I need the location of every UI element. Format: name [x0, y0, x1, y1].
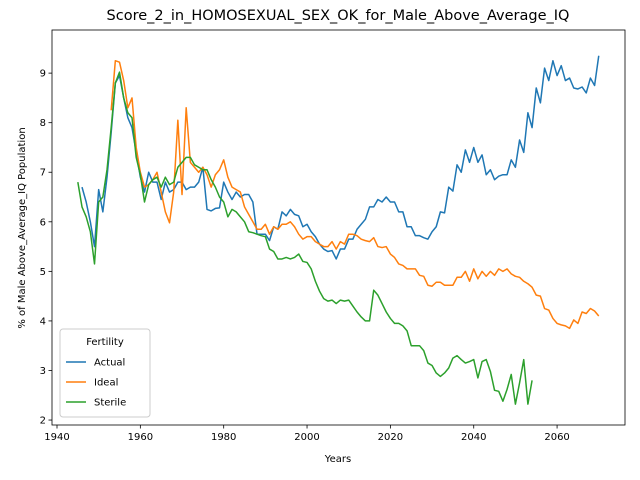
x-tick-label: 1960	[128, 432, 153, 443]
series-line	[81, 55, 600, 260]
legend-label: Actual	[94, 358, 125, 369]
x-tick-label: 1980	[211, 432, 236, 443]
chart-title: Score_2_in_HOMOSEXUAL_SEX_OK_for_Male_Ab…	[107, 8, 570, 24]
x-tick-label: 1940	[44, 432, 69, 443]
y-tick-label: 8	[40, 118, 46, 129]
y-tick-label: 5	[40, 267, 46, 278]
legend-title: Fertility	[86, 337, 124, 348]
series-line	[77, 71, 533, 405]
legend: Fertility Actual Ideal Sterile	[59, 328, 151, 418]
y-tick-label: 2	[40, 416, 46, 427]
axes-frame	[51, 29, 626, 426]
y-axis-label: % of Male Above_Average_IQ Population	[17, 127, 28, 328]
series-line	[110, 59, 600, 330]
y-tick-label: 6	[40, 217, 46, 228]
y-tick-label: 4	[40, 316, 46, 327]
x-axis-label: Years	[324, 454, 351, 465]
y-tick-label: 3	[40, 366, 46, 377]
x-tick-label: 2000	[294, 432, 319, 443]
y-tick-label: 9	[40, 69, 46, 80]
x-tick-label: 2060	[544, 432, 569, 443]
legend-label: Sterile	[94, 398, 126, 409]
x-tick-label: 2020	[378, 432, 403, 443]
y-tick-label: 7	[40, 168, 46, 179]
legend-label: Ideal	[94, 378, 118, 389]
legend-box	[59, 328, 151, 418]
x-tick-label: 2040	[461, 432, 486, 443]
